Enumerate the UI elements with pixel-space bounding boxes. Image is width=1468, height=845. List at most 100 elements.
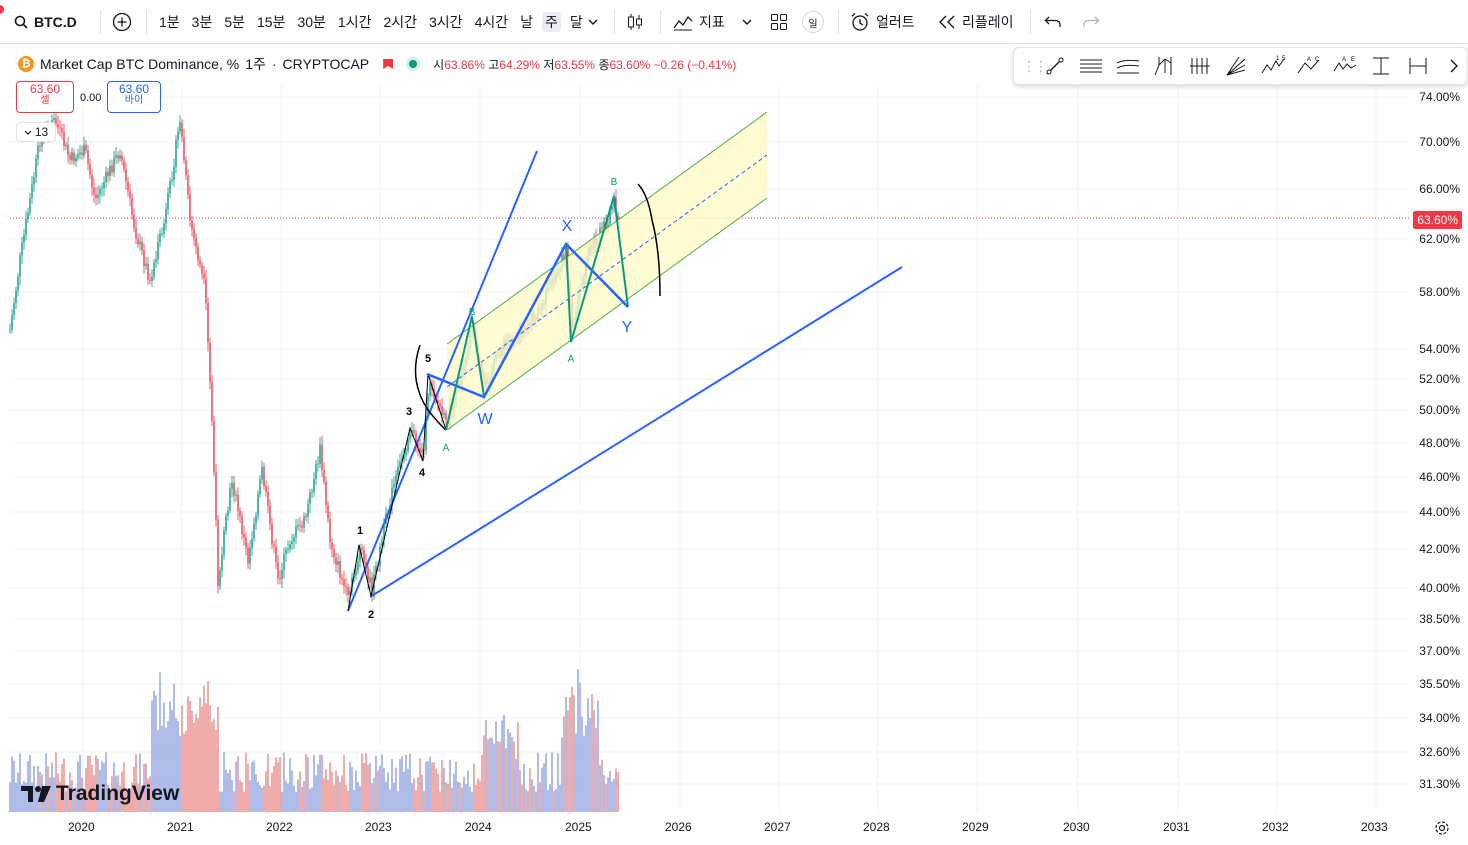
indicators-dropdown[interactable] bbox=[742, 6, 752, 38]
horizontal-lines-tool[interactable] bbox=[1078, 52, 1104, 80]
volume-bar bbox=[113, 762, 115, 812]
undo-button[interactable] bbox=[1044, 6, 1062, 38]
price-range-tool[interactable] bbox=[1405, 52, 1431, 80]
candle-body bbox=[281, 569, 283, 580]
volume-bar bbox=[243, 791, 245, 812]
replay-button[interactable]: 리플레이 bbox=[938, 6, 1014, 38]
volume-bar bbox=[165, 727, 167, 812]
timeframe-3[interactable]: 15분 bbox=[257, 14, 286, 30]
layout-badge-button[interactable]: 일 bbox=[802, 6, 824, 38]
candle-body bbox=[291, 541, 293, 545]
chart-settings-button[interactable] bbox=[1434, 820, 1450, 841]
volume-bar bbox=[311, 787, 313, 812]
time-tick-label: 2033 bbox=[1361, 820, 1388, 834]
fib-fan-tool[interactable] bbox=[1223, 52, 1249, 80]
price-tick-label: 35.50% bbox=[1419, 677, 1460, 691]
volume-bar bbox=[269, 786, 271, 812]
volume-bar bbox=[69, 772, 71, 812]
candle-body bbox=[305, 515, 307, 517]
chart-type-button[interactable] bbox=[626, 6, 644, 38]
volume-bar bbox=[267, 753, 269, 812]
date-range-tool[interactable] bbox=[1368, 52, 1394, 80]
volume-bar bbox=[559, 784, 561, 812]
candle-body bbox=[611, 206, 613, 210]
candle-body bbox=[79, 152, 81, 155]
timeframe-7[interactable]: 3시간 bbox=[429, 14, 463, 30]
indicator-count: 13 bbox=[34, 125, 49, 139]
volume-bar bbox=[105, 752, 107, 812]
candle-body bbox=[77, 154, 79, 158]
volume-bar bbox=[541, 767, 543, 812]
candle-body bbox=[133, 214, 135, 228]
volume-bar bbox=[95, 755, 97, 812]
timeframe-4[interactable]: 30분 bbox=[297, 14, 326, 30]
pitchfork-tool[interactable] bbox=[1151, 52, 1177, 80]
timeframe-dropdown[interactable] bbox=[588, 6, 598, 38]
volume-bar bbox=[315, 775, 317, 812]
gann-box-tool[interactable] bbox=[1187, 52, 1213, 80]
timeframe-10[interactable]: 주 bbox=[542, 12, 561, 32]
candle-body bbox=[193, 228, 195, 238]
candle-body bbox=[347, 586, 349, 595]
volume-bar bbox=[65, 791, 67, 812]
alert-button[interactable]: 얼러트 bbox=[850, 6, 915, 38]
price-chart[interactable]: 1 2 3 4 5 W X Y A B A B bbox=[0, 45, 1468, 845]
timeframe-11[interactable]: 달 bbox=[569, 14, 583, 30]
layout-button[interactable] bbox=[770, 6, 788, 38]
indicators-collapse-button[interactable]: 13 bbox=[16, 122, 56, 142]
divider bbox=[100, 10, 101, 34]
candle-body bbox=[391, 487, 393, 507]
price-tick-label: 62.00% bbox=[1419, 232, 1460, 246]
sell-button[interactable]: 63.60 셀 bbox=[16, 81, 74, 113]
buy-button[interactable]: 63.60 바이 bbox=[107, 81, 161, 113]
channel-upper-line bbox=[446, 111, 768, 345]
more-tools-button[interactable] bbox=[1441, 52, 1467, 80]
flag-icon[interactable] bbox=[383, 59, 394, 69]
volume-bar bbox=[317, 764, 319, 812]
trend-line-tool[interactable] bbox=[1042, 52, 1068, 80]
candle-body bbox=[183, 137, 185, 161]
timeframe-6[interactable]: 2시간 bbox=[383, 14, 418, 30]
candle-body bbox=[21, 242, 23, 256]
candle-body bbox=[69, 155, 71, 160]
timeframe-2[interactable]: 5분 bbox=[224, 14, 246, 30]
volume-bar bbox=[167, 720, 169, 812]
volume-bar bbox=[19, 753, 21, 812]
candle-body bbox=[15, 290, 17, 304]
volume-bar bbox=[107, 785, 109, 812]
volume-bar bbox=[147, 778, 149, 812]
redo-button[interactable] bbox=[1082, 6, 1100, 38]
volume-bar bbox=[149, 776, 151, 812]
timeframe-0[interactable]: 1분 bbox=[159, 14, 180, 30]
date-range-icon bbox=[1373, 57, 1390, 75]
symbol-search[interactable]: BTC.D bbox=[14, 6, 77, 38]
candle-body bbox=[149, 279, 151, 281]
compare-symbol-button[interactable] bbox=[112, 6, 132, 38]
volume-bar bbox=[585, 725, 587, 812]
timeframe-9[interactable]: 날 bbox=[520, 14, 533, 30]
candle-body bbox=[327, 505, 329, 520]
indicators-button[interactable]: 지표 bbox=[673, 6, 725, 38]
time-tick-label: 2032 bbox=[1262, 820, 1289, 834]
volume-bar bbox=[249, 780, 251, 812]
candle-body bbox=[151, 276, 153, 281]
volume-bar bbox=[573, 695, 575, 812]
volume-bar bbox=[475, 784, 477, 812]
timeframe-5[interactable]: 1시간 bbox=[337, 14, 372, 30]
drag-handle-icon[interactable]: ⋮⋮ bbox=[1022, 57, 1048, 74]
time-tick-label: 2025 bbox=[565, 820, 592, 834]
volume-bar bbox=[411, 783, 413, 812]
timeframe-1[interactable]: 3분 bbox=[191, 14, 213, 30]
timeframe-8[interactable]: 4시간 bbox=[474, 14, 509, 30]
candle-body bbox=[321, 444, 323, 470]
candle-body bbox=[119, 155, 121, 159]
candle-body bbox=[35, 158, 37, 178]
channel-tool[interactable] bbox=[1115, 52, 1141, 80]
volume-bar bbox=[561, 737, 563, 812]
volume-bar bbox=[89, 756, 91, 812]
volume-bar bbox=[401, 756, 403, 812]
candle-body bbox=[363, 550, 365, 563]
